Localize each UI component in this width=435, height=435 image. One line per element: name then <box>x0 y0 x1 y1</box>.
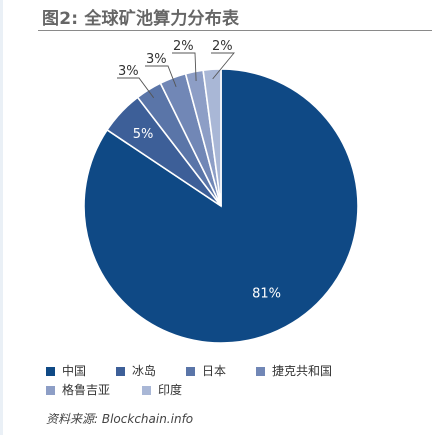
label-leader-line <box>211 52 235 80</box>
legend-item: 格鲁吉亚 <box>46 381 142 400</box>
legend-item: 日本 <box>186 362 256 381</box>
pie-slices <box>83 68 359 344</box>
legend-label: 格鲁吉亚 <box>62 383 111 397</box>
legend-label: 印度 <box>158 383 183 397</box>
legend-label: 中国 <box>62 364 87 378</box>
title-divider <box>38 30 432 31</box>
slice-value-label: 2% <box>212 39 233 54</box>
slice-value-label: 2% <box>173 39 194 54</box>
legend-swatch <box>186 367 195 376</box>
legend: 中国 冰岛 日本 捷克共和国 格鲁吉亚 印度 <box>46 362 431 400</box>
legend-item: 印度 <box>142 381 222 400</box>
chart-title: 图2: 全球矿池算力分布表 <box>42 9 240 29</box>
legend-row: 中国 冰岛 日本 捷克共和国 <box>46 362 431 381</box>
legend-row: 格鲁吉亚 印度 <box>46 381 431 400</box>
legend-item: 中国 <box>46 362 116 381</box>
slice-labels: 81% 5% 3% 3% 2% 2% <box>118 39 281 302</box>
label-leader-line <box>145 65 177 87</box>
legend-label: 日本 <box>202 364 227 378</box>
legend-swatch <box>46 386 55 395</box>
slice-value-label: 3% <box>146 52 167 67</box>
legend-swatch <box>46 367 55 376</box>
source-note: 资料来源: Blockchain.info <box>46 412 194 426</box>
legend-label: 冰岛 <box>132 364 157 378</box>
legend-swatch <box>256 367 265 376</box>
legend-swatch <box>116 367 125 376</box>
page-left-rule <box>0 0 3 435</box>
label-leader-lines <box>117 52 235 99</box>
legend-item: 捷克共和国 <box>256 362 366 381</box>
label-leader-line <box>117 77 155 99</box>
label-leader-line <box>172 52 197 82</box>
legend-swatch <box>142 386 151 395</box>
legend-label: 捷克共和国 <box>272 364 333 378</box>
legend-item: 冰岛 <box>116 362 186 381</box>
slice-value-label: 3% <box>118 64 139 79</box>
slice-value-label: 5% <box>133 127 154 142</box>
slice-value-label: 81% <box>252 287 281 302</box>
